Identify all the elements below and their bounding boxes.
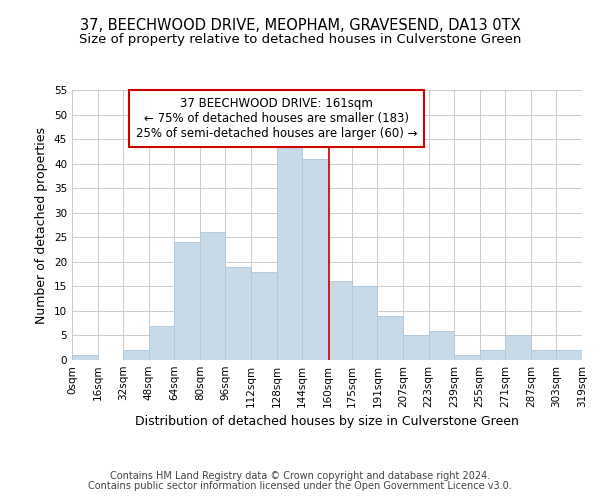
Bar xyxy=(531,350,556,360)
Bar xyxy=(251,272,277,360)
Bar xyxy=(328,282,352,360)
Bar xyxy=(403,336,428,360)
Bar xyxy=(123,350,149,360)
Bar xyxy=(175,242,200,360)
Text: 37, BEECHWOOD DRIVE, MEOPHAM, GRAVESEND, DA13 0TX: 37, BEECHWOOD DRIVE, MEOPHAM, GRAVESEND,… xyxy=(80,18,520,32)
Bar xyxy=(200,232,226,360)
Bar xyxy=(352,286,377,360)
X-axis label: Distribution of detached houses by size in Culverstone Green: Distribution of detached houses by size … xyxy=(135,416,519,428)
Text: Contains HM Land Registry data © Crown copyright and database right 2024.: Contains HM Land Registry data © Crown c… xyxy=(110,471,490,481)
Bar xyxy=(302,158,328,360)
Text: 37 BEECHWOOD DRIVE: 161sqm
← 75% of detached houses are smaller (183)
25% of sem: 37 BEECHWOOD DRIVE: 161sqm ← 75% of deta… xyxy=(136,98,418,140)
Text: Size of property relative to detached houses in Culverstone Green: Size of property relative to detached ho… xyxy=(79,32,521,46)
Bar xyxy=(556,350,582,360)
Bar xyxy=(72,355,98,360)
Y-axis label: Number of detached properties: Number of detached properties xyxy=(35,126,49,324)
Bar xyxy=(505,336,531,360)
Text: Contains public sector information licensed under the Open Government Licence v3: Contains public sector information licen… xyxy=(88,481,512,491)
Bar xyxy=(277,144,302,360)
Bar xyxy=(479,350,505,360)
Bar xyxy=(149,326,175,360)
Bar xyxy=(226,266,251,360)
Bar xyxy=(454,355,479,360)
Bar xyxy=(377,316,403,360)
Bar xyxy=(428,330,454,360)
